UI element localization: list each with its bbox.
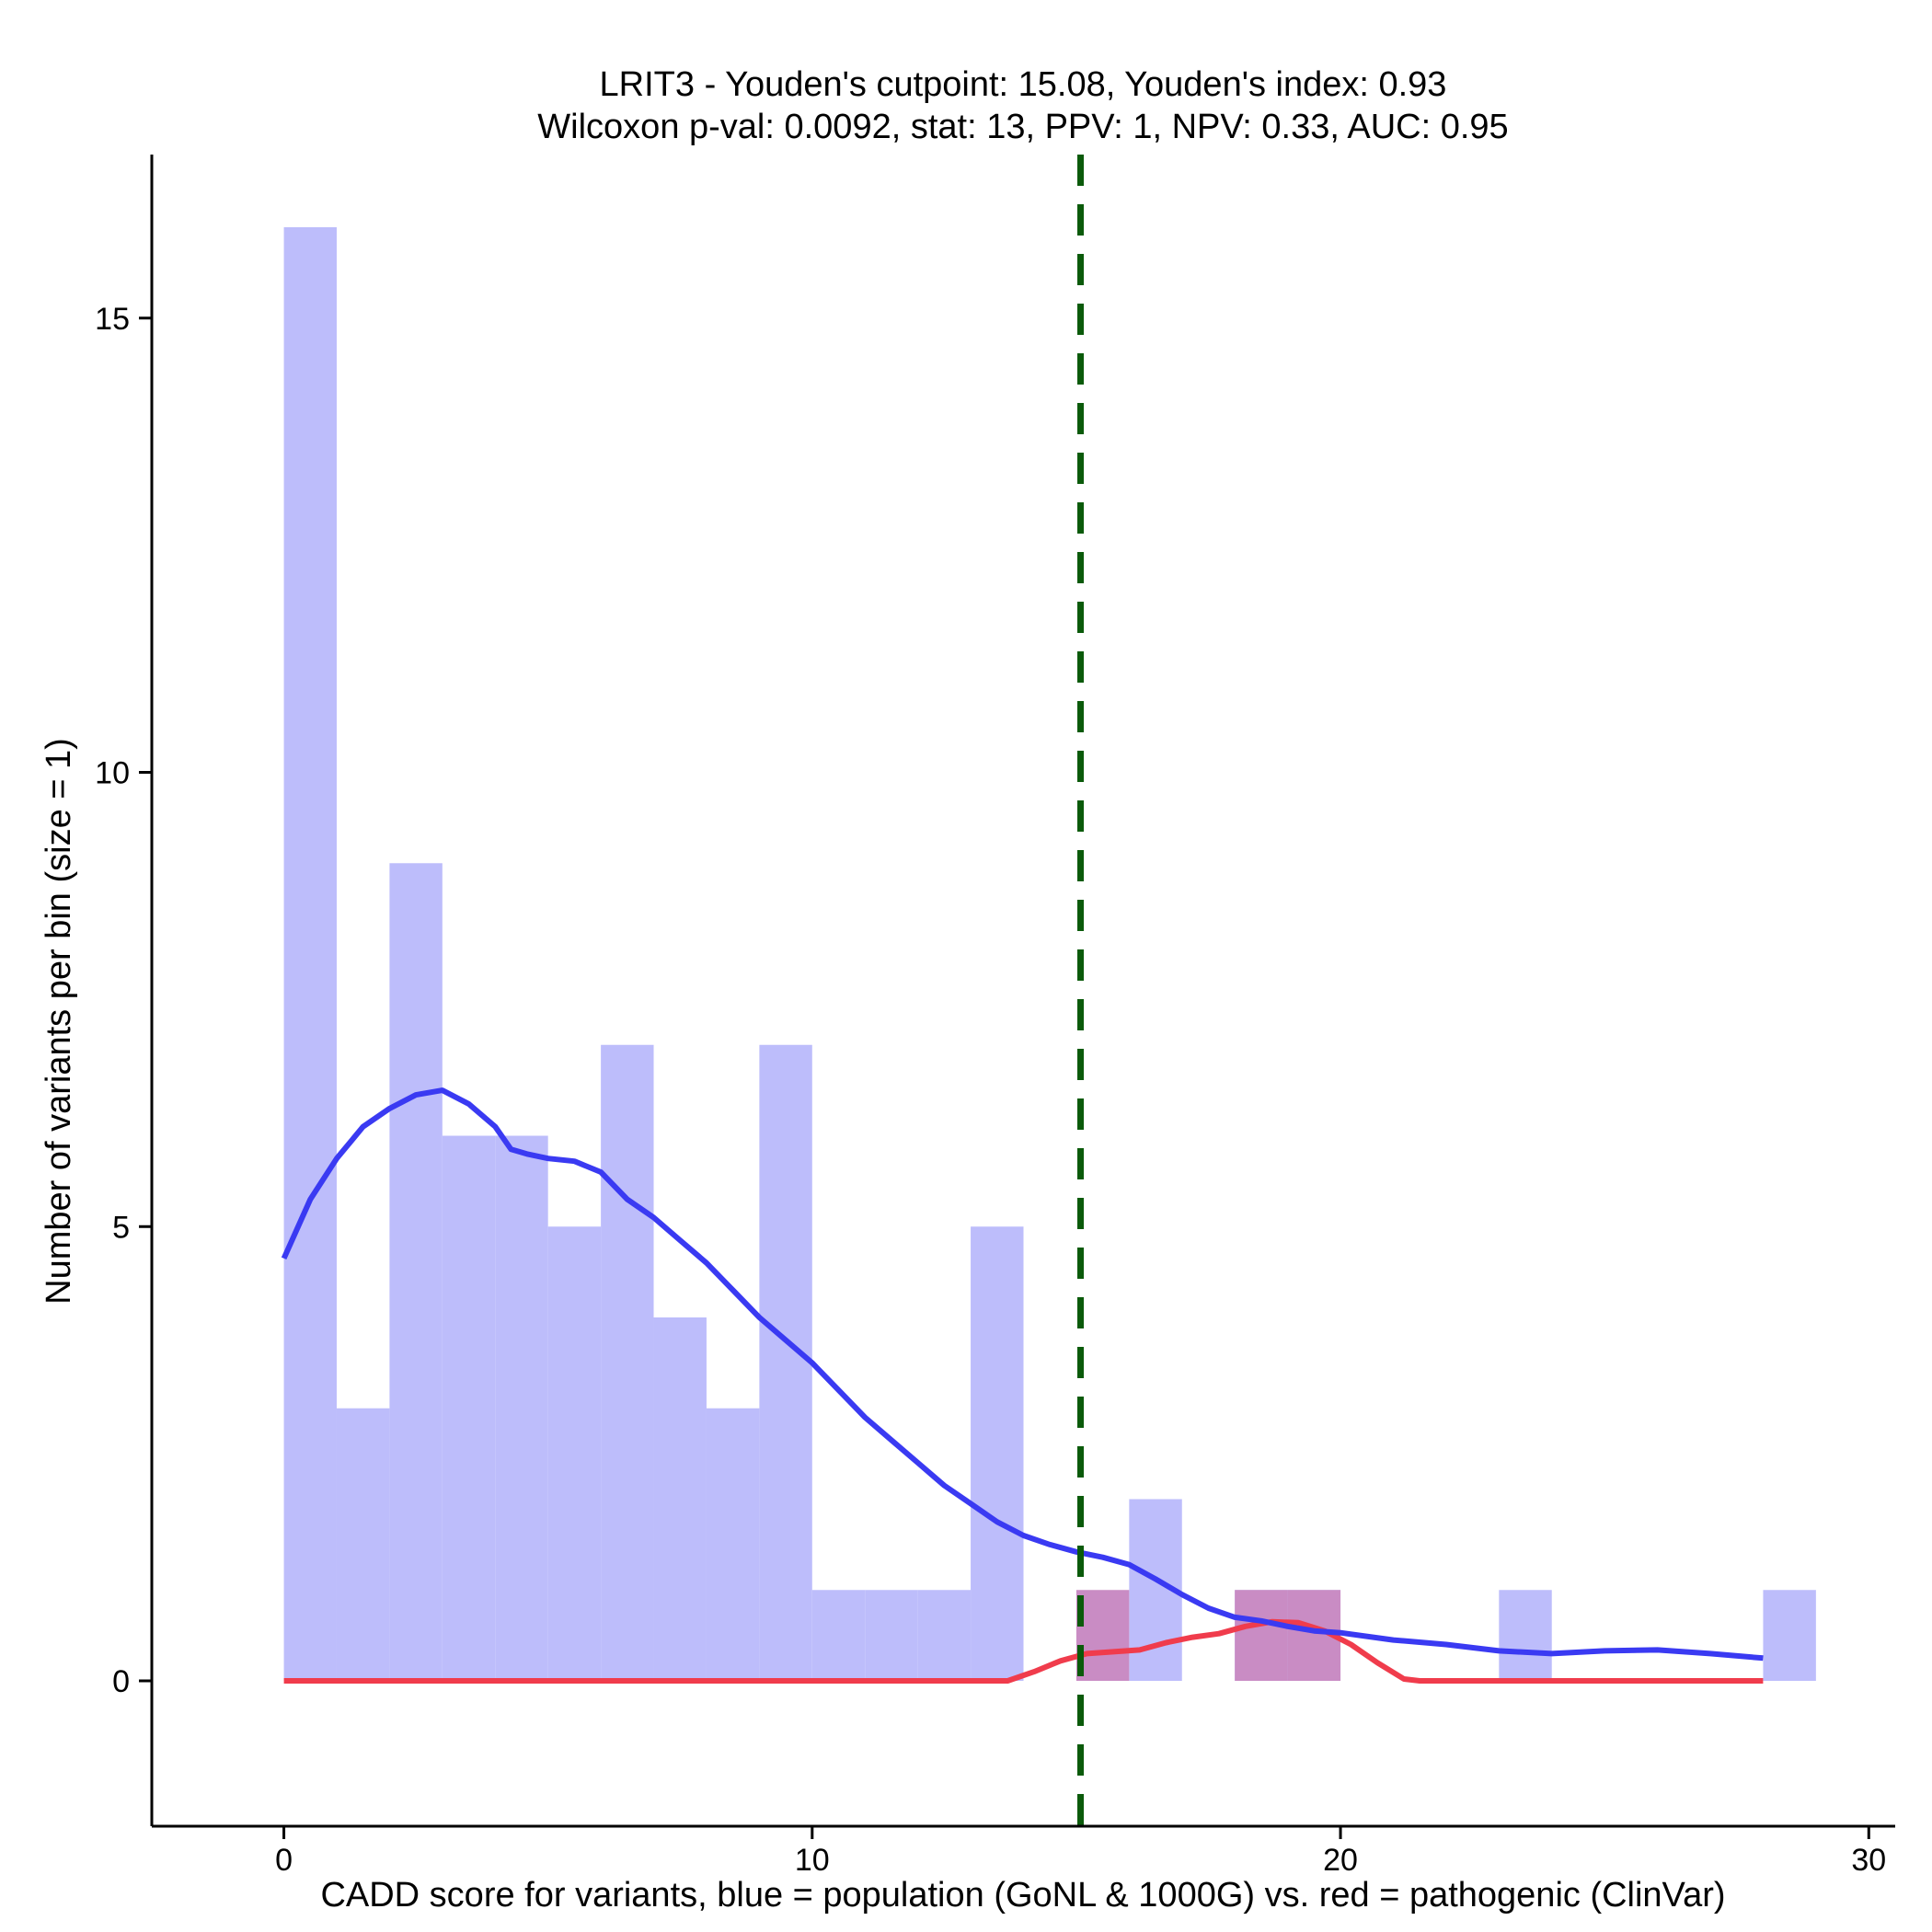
population-density-line	[281, 1087, 1764, 1662]
y-tick-label: 5	[112, 1210, 130, 1245]
y-tick-label: 0	[112, 1664, 130, 1699]
x-tick-label: 0	[275, 1843, 293, 1878]
bars-layer	[283, 227, 1816, 1681]
population-bar	[917, 1590, 972, 1681]
y-tick-label: 15	[95, 302, 130, 337]
pathogenic-bar	[1235, 1590, 1288, 1681]
axes-layer: 0 5 10 15 0 10 20 30	[95, 155, 1895, 1878]
x-tick-label: 10	[795, 1843, 830, 1878]
pathogenic-bar	[1075, 1590, 1130, 1681]
population-bar	[971, 1226, 1024, 1681]
y-tick-label: 10	[95, 756, 130, 791]
density-lines-layer	[281, 155, 1764, 1826]
population-bar	[389, 863, 443, 1681]
population-bar	[653, 1317, 707, 1681]
population-bar	[336, 1408, 390, 1681]
x-tick-label: 30	[1851, 1843, 1886, 1878]
population-bar	[1499, 1590, 1552, 1681]
population-bar	[811, 1590, 866, 1681]
x-tick-label: 20	[1323, 1843, 1358, 1878]
x-axis-label: CADD score for variants, blue = populati…	[320, 1876, 1725, 1915]
population-bar	[495, 1135, 548, 1681]
population-bar	[601, 1044, 654, 1681]
population-bar	[706, 1408, 760, 1681]
population-bar	[759, 1044, 812, 1681]
population-bar	[547, 1226, 602, 1681]
population-bar	[442, 1135, 496, 1681]
population-bar	[283, 227, 337, 1681]
chart-title-line1: LRIT3 - Youden's cutpoint: 15.08, Youden…	[600, 65, 1447, 104]
population-bar	[865, 1590, 918, 1681]
population-bar	[1763, 1590, 1816, 1681]
pathogenic-density-line	[283, 1618, 1764, 1684]
y-axis-label: Number of variants per bin (size = 1)	[40, 738, 78, 1305]
chart-title-line2: Wilcoxon p-val: 0.0092, stat: 13, PPV: 1…	[537, 108, 1508, 146]
